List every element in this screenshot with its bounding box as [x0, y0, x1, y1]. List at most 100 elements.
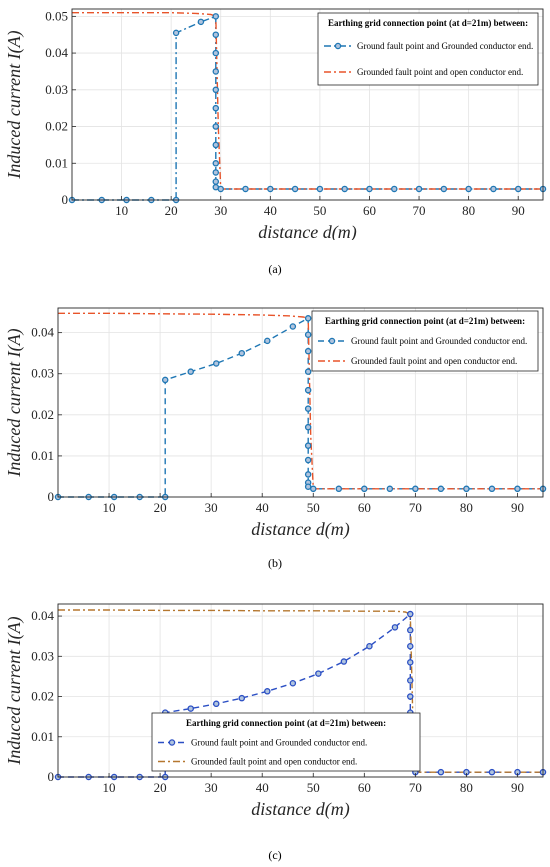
data-point [213, 700, 220, 708]
x-tick-label: 80 [460, 500, 473, 515]
data-point [212, 49, 220, 57]
y-axis-label: Induced current I(A) [4, 30, 25, 179]
x-tick-label: 30 [205, 780, 218, 795]
y-axis-label: Induced current I(A) [4, 616, 25, 765]
x-tick-label: 40 [256, 500, 269, 515]
series-line [58, 612, 543, 778]
data-point [172, 29, 180, 37]
data-point [340, 658, 348, 665]
data-point [361, 485, 368, 493]
x-tick-label: 30 [205, 500, 218, 515]
axes-frame [57, 307, 544, 498]
y-tick-label: 0.01 [31, 729, 54, 744]
x-tick-label: 50 [307, 780, 320, 795]
data-point [304, 315, 312, 322]
chart-a: 10 20 30 40 50 60 70 80 90 0 0.01 0.02 0.03 0.04 0.05 d… [4, 8, 547, 240]
legend-title: Earthing grid connection point (at d=21m… [325, 316, 525, 326]
data-point [161, 376, 169, 384]
data-point [304, 368, 312, 375]
x-tick-label: 20 [154, 500, 167, 515]
data-point [366, 185, 373, 193]
data-point [197, 18, 205, 26]
legend-marker [334, 42, 342, 50]
data-point [514, 485, 521, 493]
axes-frame [57, 603, 544, 778]
data-point [238, 694, 246, 702]
chart-panel-c: 10 20 30 40 50 60 70 80 90 0 0.01 0.02 0.03 0.04 dista… [0, 590, 550, 830]
x-tick-label: 10 [103, 780, 116, 795]
data-point [407, 677, 414, 684]
data-point [316, 185, 324, 193]
x-axis-label: distance d(m) [251, 519, 349, 540]
x-tick-label: 80 [460, 780, 473, 795]
series-line [58, 609, 543, 773]
legend-entry: Grounded fault point and open conductor … [191, 757, 357, 767]
data-point [267, 185, 274, 193]
x-tick-label: 80 [462, 203, 475, 218]
x-tick-label: 70 [409, 500, 422, 515]
y-tick-label: 0.03 [31, 366, 54, 381]
data-point [304, 386, 312, 394]
data-point [212, 123, 220, 130]
x-tick-label: 60 [358, 780, 371, 795]
data-point [212, 86, 220, 94]
legend: Earthing grid connection point (at d=21m… [311, 310, 539, 372]
legend-entry: Ground fault point and Grounded conducto… [191, 738, 367, 748]
data-point [391, 624, 399, 631]
data-point [310, 485, 317, 493]
data-point [212, 160, 220, 167]
caption-b: (b) [268, 556, 282, 570]
legend-marker [168, 739, 176, 746]
data-point [264, 688, 271, 695]
x-tick-label: 20 [154, 780, 167, 795]
y-tick-label: 0 [48, 489, 55, 504]
legend-box [311, 310, 539, 372]
y-tick-label: 0.01 [45, 155, 68, 170]
x-axis-label: distance d(m) [251, 799, 349, 820]
data-point [291, 185, 299, 193]
y-tick-label: 0.01 [31, 448, 54, 463]
data-point [415, 185, 423, 193]
data-point [304, 471, 312, 478]
caption-a: (a) [268, 262, 282, 276]
data-point [212, 31, 220, 38]
x-tick-label: 60 [363, 203, 376, 218]
data-point [212, 104, 220, 112]
y-tick-label: 0.03 [31, 648, 54, 663]
x-tick-label: 60 [358, 500, 371, 515]
data-point [366, 642, 373, 650]
x-tick-label: 90 [512, 203, 525, 218]
x-tick-label: 70 [409, 780, 422, 795]
legend-entry: Ground fault point and Grounded conducto… [357, 41, 533, 51]
data-point [212, 141, 220, 149]
data-point [213, 360, 220, 367]
data-point [386, 485, 394, 493]
data-point [514, 185, 522, 193]
chart-panel-a: 10 20 30 40 50 60 70 80 90 0 0.01 0.02 0.03 0.04 0.05 d… [0, 0, 550, 240]
data-point [238, 349, 246, 357]
data-point [212, 13, 220, 20]
y-tick-label: 0.04 [45, 45, 68, 60]
y-axis-label: Induced current I(A) [4, 328, 25, 477]
chart-b: 10 20 30 40 50 60 70 80 90 0 0.01 0.02 0.03 0.04 dista… [4, 307, 547, 540]
data-point [315, 670, 322, 677]
chart-c: 10 20 30 40 50 60 70 80 90 0 0.01 0.02 0.03 0.04 dista… [4, 603, 547, 820]
x-tick-label: 10 [115, 203, 128, 218]
data-point [304, 423, 312, 431]
legend-title: Earthing grid connection point (at d=21m… [186, 718, 386, 728]
data-point [242, 185, 249, 193]
data-point [212, 169, 220, 176]
x-tick-label: 90 [511, 500, 524, 515]
x-tick-label: 50 [307, 500, 320, 515]
x-tick-label: 40 [256, 780, 269, 795]
data-point [304, 331, 312, 338]
legend: Earthing grid connection point (at d=21m… [317, 12, 539, 86]
data-point [289, 323, 297, 330]
y-tick-label: 0.02 [45, 119, 68, 134]
x-tick-label: 90 [511, 780, 524, 795]
legend-entry: Ground fault point and Grounded conducto… [351, 336, 527, 346]
chart-panel-b: 10 20 30 40 50 60 70 80 90 0 0.01 0.02 0.03 0.04 dista… [0, 290, 550, 545]
data-point [407, 610, 414, 618]
data-point [264, 337, 271, 345]
data-point [490, 185, 497, 193]
